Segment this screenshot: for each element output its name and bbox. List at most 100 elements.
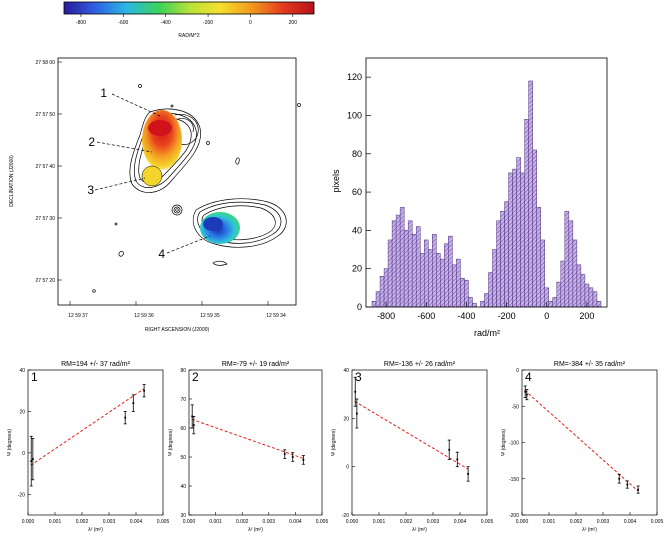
fit-xtick-label: 0.004 (454, 519, 467, 525)
colorbar-tick-label: -800 (76, 20, 86, 26)
colorbar-label: RAD/M^2 (178, 33, 199, 39)
fit-xlabel: λ² (m²) (248, 527, 263, 533)
rm-fit-panels: RM=194 +/- 37 rad/m² 1 0.000 0.001 0.002 0.00… (7, 361, 663, 533)
data-point (467, 473, 469, 475)
histogram-bar (572, 239, 578, 308)
histogram-bar (556, 281, 562, 308)
fit-xtick-label: 0.003 (427, 519, 440, 525)
histogram-bar (440, 258, 445, 308)
histogram-ylabel: pixels (331, 169, 341, 193)
histogram-ytick-label: 120 (347, 72, 362, 82)
histogram-bar (480, 301, 485, 308)
map-ytick-label: 27 57 20 (36, 278, 56, 284)
fit-xtick-label: 0.002 (400, 519, 413, 525)
histogram-bar (596, 301, 602, 308)
fit-xtick-label: 0.005 (316, 519, 329, 525)
histogram-bar (552, 297, 558, 308)
fit-panel-frame (188, 369, 323, 516)
histogram-bar (395, 214, 401, 308)
histogram-bar (488, 272, 493, 308)
data-point (524, 390, 527, 393)
fit-xlabel: λ² (m²) (88, 527, 103, 533)
histogram-bar (568, 220, 574, 308)
data-point (618, 477, 621, 480)
colorbar-tick-label: 200 (289, 20, 298, 26)
data-point (626, 483, 629, 486)
fit-panel-frame (521, 369, 658, 516)
fit-line (30, 388, 145, 466)
fit-ytick-label: 20 (343, 416, 349, 422)
histogram-bar (540, 239, 545, 308)
histogram-bar (432, 233, 437, 308)
rm-map-frame (57, 57, 297, 306)
histogram-bar (516, 157, 521, 308)
histogram-bar (528, 80, 533, 308)
fit-panel-title: RM=-79 +/- 19 rad/m² (222, 361, 290, 368)
fit-ytick-label: 0 (346, 465, 349, 471)
fit-ytick-label: -100 (509, 441, 519, 447)
lobe-south-peak (203, 217, 223, 231)
rm-map-panel: 1 2 3 4 12 59 37 12 59 36 12 59 35 12 59 34… (9, 57, 301, 333)
colorbar-tick-label: 0 (249, 20, 252, 26)
histogram-ytick-label: 0 (357, 302, 362, 312)
histogram-bar (452, 264, 457, 308)
fit-xtick-label: 0.005 (651, 519, 664, 525)
histogram-bar (472, 302, 477, 308)
histogram-bar (504, 201, 509, 308)
fit-panel-3: RM=-136 +/- 26 rad/m² 3 0.000 0.001 0.002 0.0… (331, 361, 493, 533)
fit-xtick-label: 0.004 (289, 519, 302, 525)
histogram-bar (484, 293, 489, 308)
histogram-bar (456, 258, 461, 308)
fit-xtick-label: 0.005 (481, 519, 494, 525)
colorbar-tick-label: -200 (203, 20, 213, 26)
fit-xtick-label: 0.004 (624, 519, 637, 525)
histogram-bar (588, 287, 594, 308)
rm-map-xlabel: RIGHT ASCENSION (J2000) (145, 327, 210, 333)
histogram-bar (468, 297, 473, 308)
fit-panel-label: 1 (31, 370, 38, 384)
histogram-bar (548, 301, 554, 308)
fit-ytick-label: 30 (180, 513, 186, 519)
fit-ytick-label: 40 (343, 368, 349, 374)
fit-ytick-label: -50 (512, 404, 519, 410)
histogram-xtick-label: 200 (579, 311, 594, 321)
fit-panel-1: RM=194 +/- 37 rad/m² 1 0.000 0.001 0.002 0.00… (7, 361, 169, 533)
histogram-bar (379, 276, 385, 308)
fit-ylabel: Ψ (degrees) (501, 429, 507, 456)
histogram-bar (592, 291, 598, 308)
fit-xtick-label: 0.003 (103, 519, 116, 525)
colorbar-tick-label: -600 (118, 20, 128, 26)
histogram-frame (365, 57, 608, 308)
histogram-bar (448, 235, 453, 308)
map-xtick-label: 12 59 37 (68, 313, 88, 319)
histogram-ytick-label: 40 (352, 225, 362, 235)
histogram-bar (399, 207, 405, 308)
fit-panel-title: RM=-384 +/- 35 rad/m² (554, 361, 626, 368)
fit-xtick-label: 0.002 (76, 519, 89, 525)
fit-ytick-label: 20 (19, 409, 25, 415)
fit-ylabel: Ψ (degrees) (168, 429, 174, 456)
map-xtick-label: 12 59 35 (200, 313, 220, 319)
fit-xtick-label: 0.002 (236, 519, 249, 525)
histogram-bar (580, 274, 586, 308)
histogram-bar (415, 226, 421, 308)
fit-panel-4: RM=-384 +/- 35 rad/m² 4 0.000 0.001 0.002 0.0… (501, 361, 663, 533)
histogram-xtick-label: -600 (417, 311, 435, 321)
histogram-bar (496, 220, 501, 308)
histogram-bar (492, 249, 497, 308)
fit-xtick-label: 0.002 (570, 519, 583, 525)
fit-xtick-label: 0.004 (130, 519, 143, 525)
fit-xtick-label: 0.001 (543, 519, 556, 525)
map-xtick-label: 12 59 36 (134, 313, 154, 319)
data-point (355, 412, 358, 415)
region-label-4: 4 (158, 247, 165, 261)
data-point (302, 459, 305, 461)
histogram-bar (428, 249, 433, 308)
fit-xtick-label: 0.005 (157, 519, 170, 525)
fit-ytick-label: 60 (180, 426, 186, 432)
histogram-bar (391, 220, 397, 308)
fit-panel-frame (351, 369, 488, 516)
colorbar-gradient (63, 1, 315, 15)
fit-xtick-label: 0.003 (263, 519, 276, 525)
data-point (30, 460, 33, 463)
